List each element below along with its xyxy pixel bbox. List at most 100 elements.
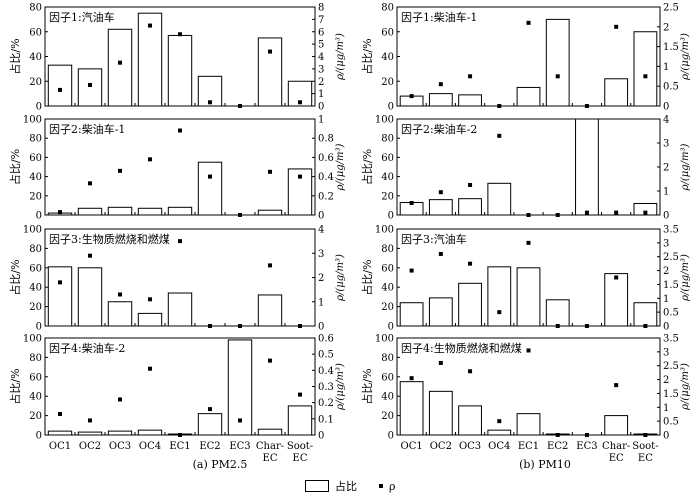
rho-point [268, 263, 272, 268]
y-right-tick-label: 1.5 [663, 280, 679, 291]
x-category-label: OC1 [401, 441, 423, 452]
y-left-tick-label: 100 [375, 334, 394, 345]
rho-point [118, 292, 122, 297]
x-category-label: OC4 [139, 441, 161, 452]
y-right-tick-label: 1 [663, 294, 669, 305]
rho-point [643, 324, 648, 328]
rho-point [238, 324, 242, 328]
rho-point [409, 94, 414, 99]
bar [428, 93, 453, 107]
rho-point [178, 433, 182, 437]
rho-point [88, 253, 92, 258]
y-left-label: 占比/% [8, 38, 22, 74]
y-right-tick-label: 1.5 [663, 389, 679, 400]
x-category-label: EC3 [576, 441, 597, 452]
bar [487, 429, 512, 436]
rho-point [584, 324, 589, 328]
y-right-tick-label: 3 [663, 139, 669, 150]
y-left-label: 占比/% [8, 149, 22, 185]
y-left-tick-label: 60 [381, 27, 394, 38]
rho-point [555, 213, 560, 217]
rho-point [497, 419, 502, 424]
rho-point [178, 128, 182, 133]
y-right-tick-label: 1 [318, 89, 324, 100]
y-right-tick-label: 0.5 [663, 417, 679, 428]
y-right-tick-label: 1 [663, 187, 669, 198]
bar [458, 94, 482, 107]
y-left-tick-label: 0 [36, 211, 42, 222]
bar [428, 199, 453, 216]
y-left-tick-label: 0 [388, 102, 394, 113]
bar [604, 78, 629, 107]
y-right-tick-label: 2.5 [663, 252, 679, 263]
y-left-tick-label: 40 [29, 172, 42, 183]
y-left-tick-label: 20 [29, 191, 42, 202]
bar [545, 18, 570, 107]
y-left-tick-label: 60 [29, 27, 42, 38]
rho-point [526, 240, 531, 245]
rho-point [409, 201, 414, 205]
rho-point [584, 433, 589, 437]
y-right-tick-label: 0.1 [318, 414, 334, 425]
y-right-label: ρ/(μg/m³) [680, 254, 691, 302]
x-category-label: OC1 [49, 441, 71, 452]
y-left-label: 占比/% [8, 259, 22, 295]
bar [399, 302, 424, 327]
rho-point [497, 133, 502, 138]
y-left-label: 占比/% [8, 368, 22, 404]
rho-point [438, 190, 443, 195]
panel-title: 因子4:生物质燃烧和燃煤 [401, 341, 522, 355]
rho-point [88, 181, 92, 186]
rho-point [238, 213, 242, 217]
bar [107, 301, 133, 327]
bar [458, 282, 482, 327]
bar [137, 207, 163, 216]
y-right-tick-label: 2 [318, 77, 324, 88]
rho-point [438, 82, 443, 87]
y-left-tick-label: 20 [29, 302, 42, 313]
y-right-tick-label: 3.5 [663, 225, 679, 236]
rho-point [298, 174, 302, 179]
bar [77, 267, 103, 327]
bar [604, 415, 629, 436]
x-category-label: Char- [602, 441, 630, 452]
bar [47, 266, 73, 327]
bar [107, 206, 133, 216]
bar [77, 431, 103, 436]
bar [227, 339, 253, 436]
bar [545, 299, 570, 327]
rho-point [468, 183, 473, 187]
y-left-tick-label: 0 [36, 431, 42, 442]
x-category-label: EC [263, 453, 278, 464]
rho-point [555, 433, 560, 437]
bar [257, 37, 283, 107]
y-left-tick-label: 0 [388, 211, 394, 222]
rho-point [526, 348, 531, 353]
y-right-tick-label: 0.2 [318, 398, 334, 409]
rho-point [468, 369, 473, 374]
rho-point [614, 383, 619, 388]
rho-point [555, 324, 560, 328]
y-right-tick-label: 2 [663, 375, 669, 386]
y-right-label: ρ/(μg/m³) [680, 143, 691, 191]
x-category-label: OC3 [459, 441, 481, 452]
rho-point [497, 104, 502, 108]
y-right-tick-label: 0 [663, 211, 669, 222]
rho-point [526, 20, 531, 25]
x-category-label: EC [638, 453, 653, 464]
y-right-tick-label: 0.3 [318, 382, 334, 393]
rho-point [238, 104, 242, 108]
y-left-tick-label: 40 [381, 392, 394, 403]
x-category-label: Soot- [287, 441, 313, 452]
y-left-tick-label: 60 [381, 153, 394, 164]
y-left-tick-label: 80 [381, 353, 394, 364]
y-right-tick-label: 7 [318, 15, 324, 26]
y-left-tick-label: 100 [375, 225, 394, 236]
panel-title: 因子2:柴油车-1 [49, 122, 125, 136]
y-right-tick-label: 5 [318, 40, 324, 51]
y-left-tick-label: 20 [29, 411, 42, 422]
rho-point [268, 49, 272, 54]
y-left-tick-label: 80 [29, 134, 42, 145]
rho-point [88, 418, 92, 423]
panel-title: 因子1:柴油车-1 [401, 10, 477, 24]
